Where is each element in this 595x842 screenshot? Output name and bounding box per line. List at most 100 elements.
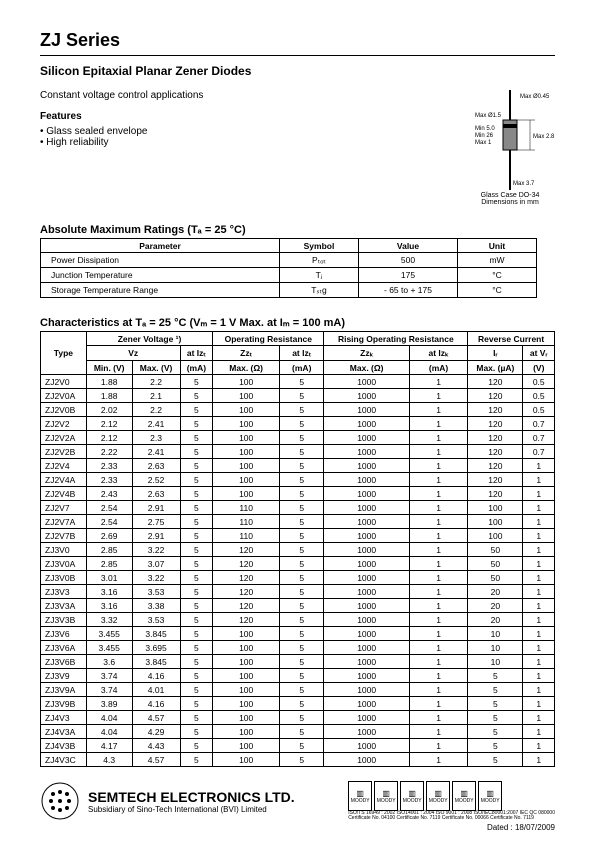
cell-value: 5 xyxy=(280,417,324,431)
cell-value: 5 xyxy=(280,585,324,599)
cell-value: 1 xyxy=(523,599,555,613)
cell-value: 50 xyxy=(468,557,523,571)
cell-type: ZJ2V0A xyxy=(41,389,87,403)
cell-value: 5 xyxy=(180,543,213,557)
diagram-caption-1: Glass Case DO-34 xyxy=(465,192,555,199)
cell-value: 2.12 xyxy=(86,417,132,431)
table-row: Junction TemperatureTⱼ175°C xyxy=(41,268,537,283)
cell-value: 120 xyxy=(213,613,280,627)
cell-value: 2.75 xyxy=(132,515,180,529)
cell-value: 100 xyxy=(213,753,280,767)
cell-value: 120 xyxy=(468,473,523,487)
cell-value: 1 xyxy=(523,725,555,739)
table-row: ZJ2V42.332.6351005100011201 xyxy=(41,459,555,473)
col-zener: Zener Voltage ¹) xyxy=(86,332,212,346)
table-row: ZJ3V9B3.894.16510051000151 xyxy=(41,697,555,711)
cell-value: 5 xyxy=(280,683,324,697)
cell-type: ZJ4V3 xyxy=(41,711,87,725)
cell-value: 4.04 xyxy=(86,725,132,739)
cell-unit: °C xyxy=(458,283,537,298)
cell-value: 1000 xyxy=(324,501,410,515)
cell-value: 2.63 xyxy=(132,487,180,501)
unit-header: (mA) xyxy=(280,361,324,375)
cell-value: 5 xyxy=(280,627,324,641)
col-type: Type xyxy=(41,332,87,375)
cell-value: 100 xyxy=(468,529,523,543)
cell-value: 5 xyxy=(280,403,324,417)
cell-value: 120 xyxy=(213,585,280,599)
cell-value: 3.6 xyxy=(86,655,132,669)
cell-value: 100 xyxy=(213,403,280,417)
cell-value: 1000 xyxy=(324,683,410,697)
cell-value: 1000 xyxy=(324,627,410,641)
cell-value: 1000 xyxy=(324,655,410,669)
cell-value: 2.69 xyxy=(86,529,132,543)
sub-zzk: Zzₖ xyxy=(324,346,410,361)
top-section: Constant voltage control applications Fe… xyxy=(40,90,555,206)
cell-value: 3.07 xyxy=(132,557,180,571)
cell-value: 5 xyxy=(280,571,324,585)
cell-type: ZJ2V7B xyxy=(41,529,87,543)
features-block: Constant voltage control applications Fe… xyxy=(40,90,203,206)
cell-value: 1000 xyxy=(324,375,410,389)
cell-value: 4.01 xyxy=(132,683,180,697)
cell-value: 1000 xyxy=(324,459,410,473)
sub-ir: Iᵣ xyxy=(468,346,523,361)
table-row: ZJ2V01.882.251005100011200.5 xyxy=(41,375,555,389)
cell-type: ZJ3V0A xyxy=(41,557,87,571)
cert-badge: ▥MOODY xyxy=(400,781,424,811)
cell-value: 1000 xyxy=(324,389,410,403)
abs-max-heading: Absolute Maximum Ratings (Tₐ = 25 °C) xyxy=(40,224,555,236)
cell-value: 5 xyxy=(280,501,324,515)
table-row: ZJ2V0A1.882.151005100011200.5 xyxy=(41,389,555,403)
cell-value: 5 xyxy=(180,627,213,641)
cell-value: 120 xyxy=(468,487,523,501)
cell-value: 10 xyxy=(468,627,523,641)
cell-value: 5 xyxy=(180,655,213,669)
cell-value: 2.41 xyxy=(132,445,180,459)
cell-value: 4.57 xyxy=(132,711,180,725)
cell-value: 2.3 xyxy=(132,431,180,445)
cell-value: 10 xyxy=(468,641,523,655)
cell-value: 1 xyxy=(409,655,467,669)
cell-value: 100 xyxy=(213,487,280,501)
cell-value: 120 xyxy=(213,599,280,613)
cell-value: 2.85 xyxy=(86,543,132,557)
cell-value: 1 xyxy=(523,571,555,585)
cell-value: 100 xyxy=(213,375,280,389)
cell-value: 2.2 xyxy=(132,403,180,417)
diagram-caption-2: Dimensions in mm xyxy=(465,199,555,206)
cell-value: 1 xyxy=(409,445,467,459)
cell-value: 1 xyxy=(409,753,467,767)
cell-value: 1000 xyxy=(324,543,410,557)
cell-value: 5 xyxy=(280,655,324,669)
cell-symbol: Tₛₜg xyxy=(280,283,359,298)
unit-header: (V) xyxy=(523,361,555,375)
cell-value: 1 xyxy=(409,599,467,613)
cell-value: 5 xyxy=(280,459,324,473)
cell-value: 0.5 xyxy=(523,389,555,403)
unit-header: Min. (V) xyxy=(86,361,132,375)
cell-value: 1000 xyxy=(324,445,410,459)
cell-value: 120 xyxy=(468,389,523,403)
cell-value: - 65 to + 175 xyxy=(359,283,458,298)
characteristics-table: Type Zener Voltage ¹) Operating Resistan… xyxy=(40,331,555,767)
cell-unit: mW xyxy=(458,253,537,268)
cell-value: 500 xyxy=(359,253,458,268)
cell-value: 0.7 xyxy=(523,417,555,431)
cell-value: 5 xyxy=(280,697,324,711)
col-rising: Rising Operating Resistance xyxy=(324,332,468,346)
cert-badge: ▥MOODY xyxy=(374,781,398,811)
cell-value: 5 xyxy=(180,613,213,627)
cell-value: 3.16 xyxy=(86,599,132,613)
table-row: ZJ3V0B3.013.225120510001501 xyxy=(41,571,555,585)
cell-value: 1 xyxy=(523,613,555,627)
svg-text:Max Ø0.45: Max Ø0.45 xyxy=(520,94,550,100)
cell-value: 5 xyxy=(468,739,523,753)
cell-value: 3.695 xyxy=(132,641,180,655)
cell-value: 5 xyxy=(180,375,213,389)
cell-value: 1.88 xyxy=(86,375,132,389)
cell-value: 5 xyxy=(280,669,324,683)
cell-value: 5 xyxy=(180,403,213,417)
unit-header: Max. (Ω) xyxy=(324,361,410,375)
